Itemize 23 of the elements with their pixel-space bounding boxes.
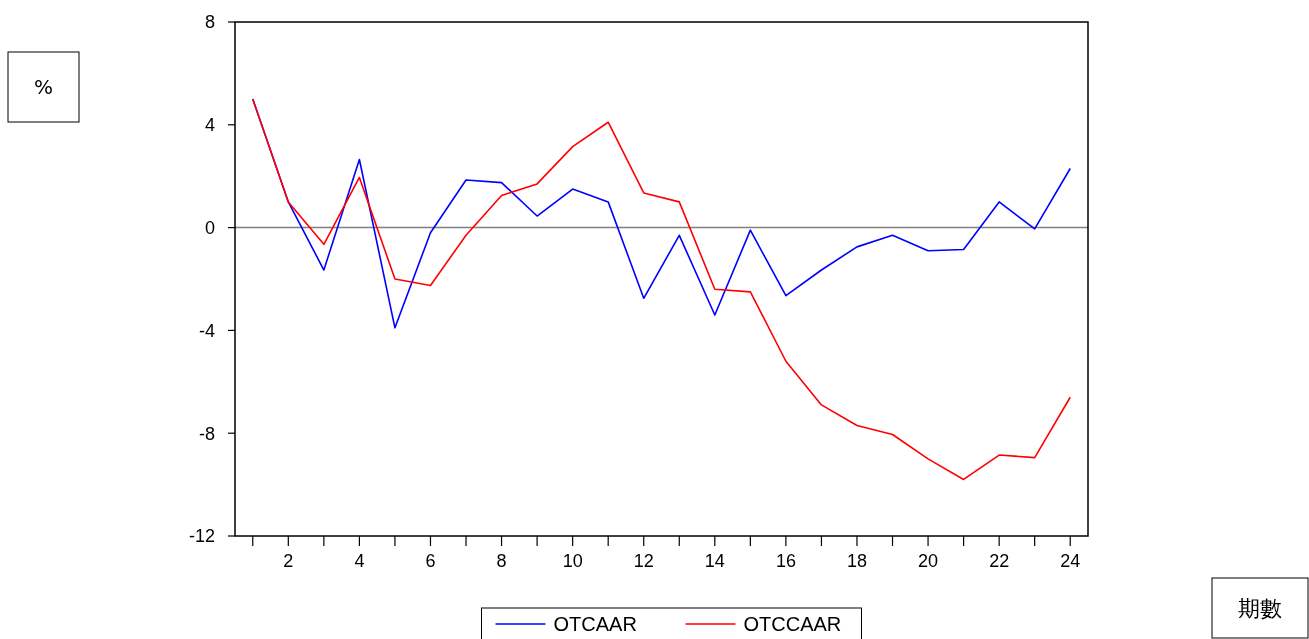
x-tick-label: 4	[354, 551, 365, 571]
x-tick-label: 12	[633, 551, 654, 571]
x-tick-label: 6	[425, 551, 436, 571]
x-tick-label: 14	[704, 551, 725, 571]
y-tick-label: -4	[198, 320, 215, 341]
y-tick-label: 0	[204, 217, 215, 238]
y-tick-label: -12	[188, 526, 215, 547]
x-tick-label: 18	[846, 551, 867, 571]
y-tick-label: -8	[198, 423, 215, 444]
x-tick-label: 24	[1060, 551, 1081, 571]
legend-label: OTCCAAR	[743, 613, 842, 635]
x-tick-label: 22	[989, 551, 1010, 571]
x-tick-label: 2	[283, 551, 294, 571]
text: %	[33, 75, 54, 99]
y-tick-label: 8	[204, 12, 215, 33]
x-tick-label: 10	[562, 551, 583, 571]
legend-label: OTCAAR	[553, 613, 637, 635]
x-tick-label: 20	[918, 551, 939, 571]
y-tick-label: 4	[204, 115, 215, 136]
text: 期數	[1238, 595, 1282, 621]
x-tick-label: 8	[496, 551, 507, 571]
line-series	[251, 98, 1072, 481]
x-tick-label: 16	[775, 551, 796, 571]
